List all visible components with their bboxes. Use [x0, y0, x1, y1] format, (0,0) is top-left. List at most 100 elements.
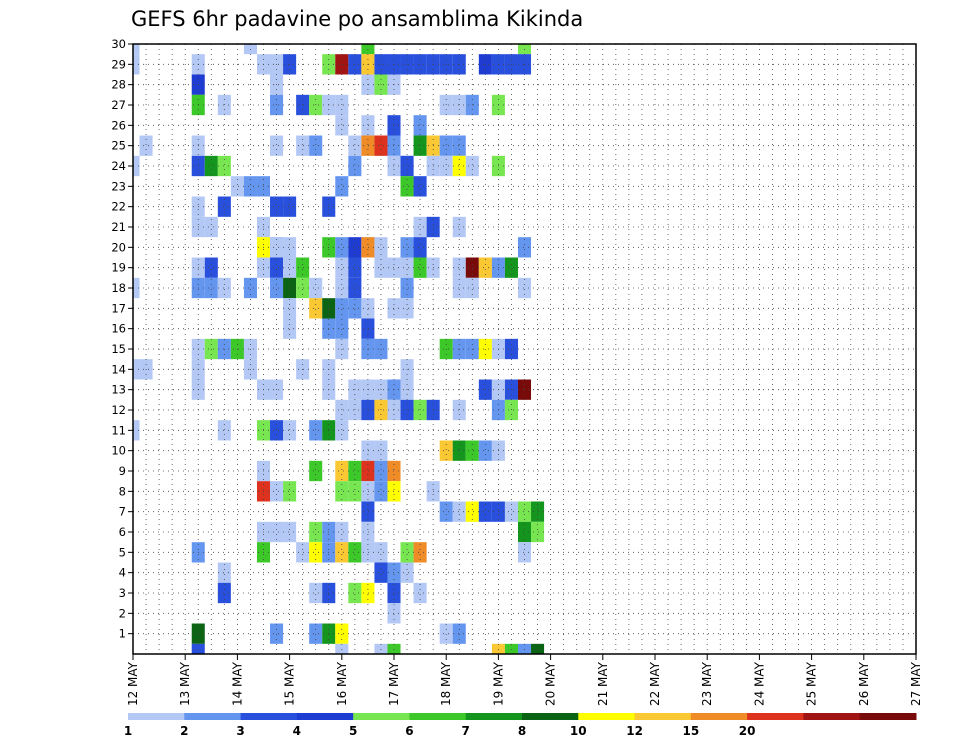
y-tick-label: 9 [119, 464, 126, 478]
heatmap-cell [348, 237, 362, 258]
heatmap-cell [335, 338, 349, 360]
heatmap-cell [204, 257, 218, 278]
y-tick-label: 6 [119, 525, 126, 539]
heatmap-cell [217, 155, 231, 177]
heatmap-cell [374, 460, 388, 482]
heatmap-cell [335, 176, 349, 197]
y-tick-label: 27 [111, 98, 126, 112]
heatmap-cell [531, 643, 545, 654]
colorbar-label: 20 [739, 724, 756, 738]
heatmap-cell [387, 257, 401, 278]
heatmap-cell [335, 237, 349, 258]
heatmap-cell [517, 643, 532, 654]
y-tick-label: 29 [111, 57, 126, 71]
heatmap-cell [204, 338, 218, 360]
heatmap-cell [517, 521, 532, 543]
heatmap-cell [374, 257, 388, 278]
y-tick-label: 20 [111, 240, 126, 254]
heatmap-cell [283, 237, 297, 258]
heatmap-cell [309, 298, 323, 319]
heatmap-cell [400, 277, 414, 299]
colorbar-label: 8 [518, 724, 526, 738]
heatmap-cell [133, 277, 140, 299]
heatmap-cell [361, 135, 375, 156]
heatmap-cell [335, 420, 349, 441]
heatmap-cell [270, 521, 284, 543]
heatmap-cell [531, 501, 545, 522]
heatmap-cell [374, 237, 388, 258]
heatmap-cell [452, 257, 466, 278]
heatmap-cell [517, 542, 532, 563]
heatmap-cell [309, 582, 323, 604]
heatmap-cell [335, 623, 349, 644]
heatmap-cell [387, 481, 401, 502]
heatmap-cell [133, 54, 140, 75]
heatmap-cell [387, 115, 401, 136]
heatmap-cell [387, 135, 401, 156]
heatmap-cell [348, 298, 362, 319]
heatmap-cell [309, 460, 323, 482]
heatmap-cell [348, 257, 362, 278]
x-tick-label: 16 MAY [335, 661, 349, 706]
heatmap-cell [283, 521, 297, 543]
heatmap-cell [335, 460, 349, 482]
heatmap-cell [374, 135, 388, 156]
colorbar-label: 4 [293, 724, 301, 738]
heatmap-cell [270, 481, 284, 502]
x-tick-label: 21 MAY [596, 661, 610, 706]
heatmap-cell [413, 237, 427, 258]
heatmap-cell [400, 298, 414, 319]
y-tick-label: 17 [111, 301, 126, 315]
colorbar-swatch [409, 713, 467, 720]
heatmap-cell [309, 420, 323, 441]
heatmap-cell [413, 582, 427, 604]
heatmap-cell [296, 257, 310, 278]
heatmap-cell [361, 542, 375, 563]
heatmap-cell [400, 237, 414, 258]
heatmap-cell [465, 257, 479, 278]
heatmap-cell [309, 542, 323, 563]
heatmap-cell [465, 277, 479, 299]
heatmap-cell [335, 115, 349, 136]
y-tick-label: 24 [111, 159, 126, 173]
x-tick-label: 18 MAY [439, 661, 453, 706]
heatmap-cell [348, 582, 362, 604]
heatmap-cell [335, 257, 349, 278]
y-tick-label: 30 [111, 37, 126, 51]
heatmap-cell [517, 501, 532, 522]
x-axis-ticks: 12 MAY 13 MAY 14 MAY 15 MAY 16 MAY 17 MAY 18 M… [126, 654, 923, 706]
heatmap-cell [374, 542, 388, 563]
heatmap-cell [374, 643, 388, 654]
colorbar-label: 5 [349, 724, 357, 738]
y-tick-label: 26 [111, 118, 126, 132]
heatmap-cell [309, 277, 323, 299]
heatmap-cell [374, 338, 388, 360]
heatmap-cell [465, 338, 479, 360]
x-tick-label: 12 MAY [126, 661, 140, 706]
colorbar-swatch [184, 713, 242, 720]
colorbar-label: 10 [570, 724, 587, 738]
heatmap-cell [230, 176, 244, 197]
heatmap-cell [270, 623, 284, 644]
heatmap-cell [270, 135, 284, 156]
heatmap-cell [217, 196, 231, 217]
heatmap-cell [348, 135, 362, 156]
heatmap-cell [296, 542, 310, 563]
heatmap-cell [517, 277, 532, 299]
colorbar-swatch [578, 713, 636, 720]
colorbar-swatch [634, 713, 692, 720]
colorbar-swatch [522, 713, 579, 720]
heatmap-cell [283, 481, 297, 502]
heatmap-cell [361, 237, 375, 258]
heatmap-cell [452, 277, 466, 299]
heatmap-cell [400, 542, 414, 563]
colorbar-swatch [690, 713, 748, 720]
y-tick-label: 22 [111, 200, 126, 214]
heatmap-cell [133, 359, 140, 380]
dotted-grid [133, 44, 916, 654]
y-tick-label: 1 [119, 627, 126, 641]
heatmap-cell [439, 623, 453, 644]
heatmap-cell [283, 196, 297, 217]
heatmap-cell [361, 582, 375, 604]
heatmap-cell [361, 318, 375, 339]
